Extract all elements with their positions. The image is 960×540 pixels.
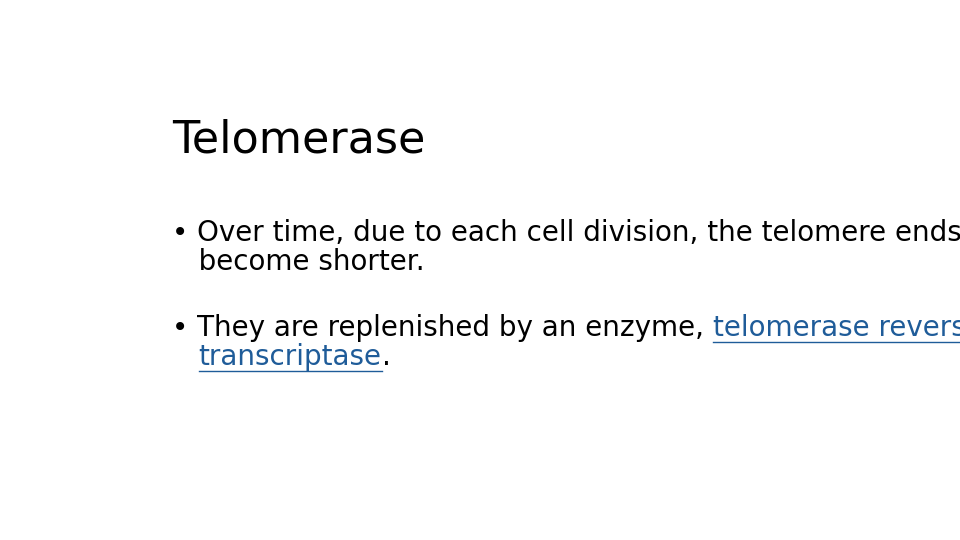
Text: • Over time, due to each cell division, the telomere ends: • Over time, due to each cell division, … bbox=[172, 219, 960, 247]
Text: transcriptase: transcriptase bbox=[199, 343, 382, 372]
Text: become shorter.: become shorter. bbox=[172, 248, 424, 276]
Text: telomerase reverse: telomerase reverse bbox=[713, 314, 960, 342]
Text: • They are replenished by an enzyme,: • They are replenished by an enzyme, bbox=[172, 314, 713, 342]
Text: .: . bbox=[382, 343, 391, 372]
Text: Telomerase: Telomerase bbox=[172, 119, 425, 162]
